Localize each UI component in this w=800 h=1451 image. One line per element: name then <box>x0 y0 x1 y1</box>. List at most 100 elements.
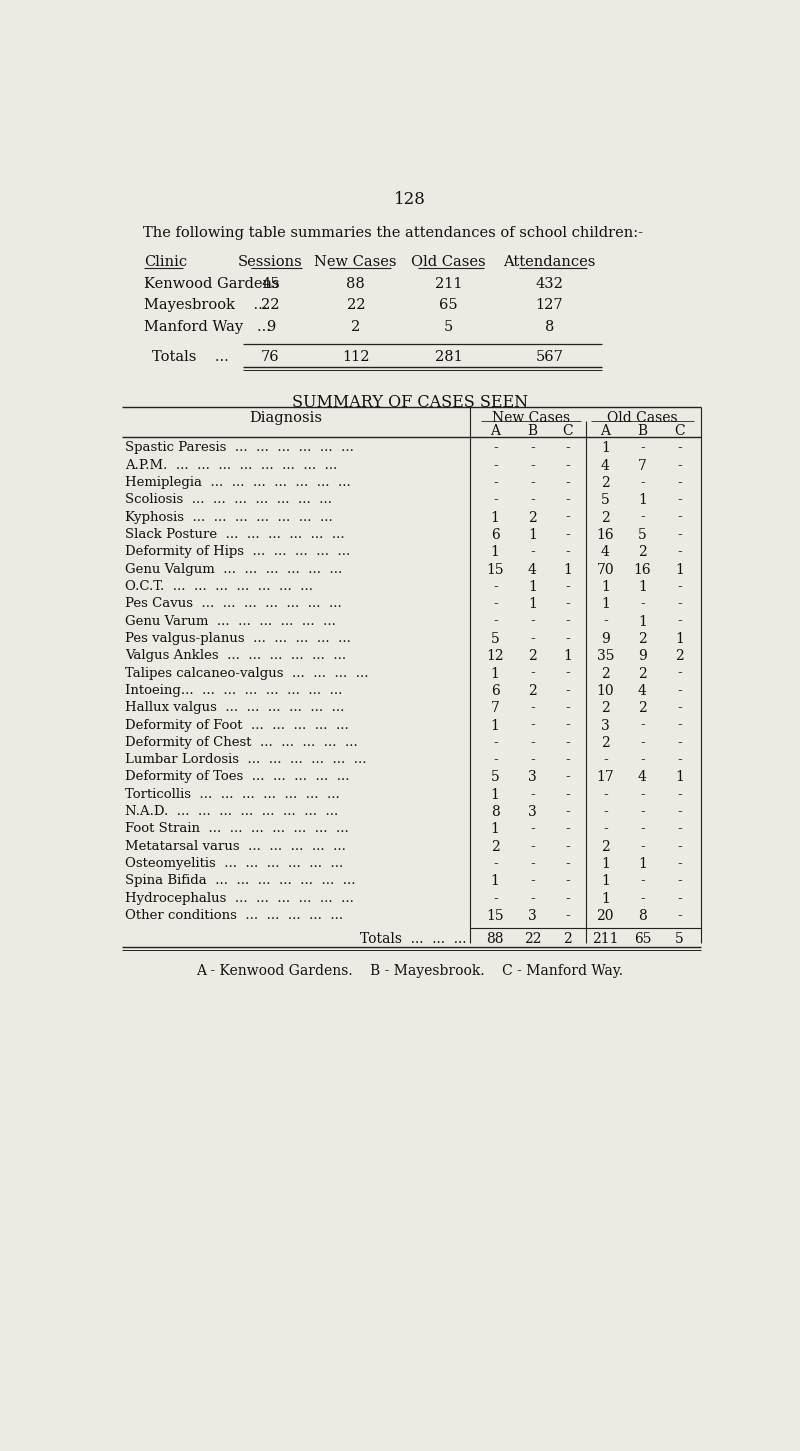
Text: 4: 4 <box>601 459 610 473</box>
Text: -: - <box>678 615 682 628</box>
Text: -: - <box>678 459 682 473</box>
Text: -: - <box>530 631 535 646</box>
Text: -: - <box>678 736 682 750</box>
Text: -: - <box>493 459 498 473</box>
Text: 128: 128 <box>394 192 426 207</box>
Text: 9: 9 <box>638 649 647 663</box>
Text: -: - <box>565 823 570 836</box>
Text: -: - <box>678 753 682 768</box>
Text: -: - <box>678 476 682 490</box>
Text: 1: 1 <box>601 892 610 905</box>
Text: A.P.M.  ...  ...  ...  ...  ...  ...  ...  ...: A.P.M. ... ... ... ... ... ... ... ... <box>125 459 337 472</box>
Text: -: - <box>565 441 570 456</box>
Text: 4: 4 <box>601 546 610 559</box>
Text: -: - <box>640 736 645 750</box>
Text: -: - <box>640 840 645 853</box>
Text: -: - <box>678 528 682 541</box>
Text: New Cases: New Cases <box>492 411 570 425</box>
Text: -: - <box>565 683 570 698</box>
Text: -: - <box>565 788 570 802</box>
Text: 2: 2 <box>601 701 610 715</box>
Text: 1: 1 <box>528 580 537 593</box>
Text: Totals  ...  ...  ...: Totals ... ... ... <box>360 932 466 946</box>
Text: 45: 45 <box>262 277 280 290</box>
Text: -: - <box>565 528 570 541</box>
Text: Spina Bifida  ...  ...  ...  ...  ...  ...  ...: Spina Bifida ... ... ... ... ... ... ... <box>125 875 355 888</box>
Text: 2: 2 <box>675 649 684 663</box>
Text: 4: 4 <box>638 683 647 698</box>
Text: 15: 15 <box>486 910 504 923</box>
Text: -: - <box>530 459 535 473</box>
Text: -: - <box>603 753 608 768</box>
Text: The following table summaries the attendances of school children:-: The following table summaries the attend… <box>142 226 642 241</box>
Text: 1: 1 <box>563 563 572 576</box>
Text: -: - <box>530 546 535 559</box>
Text: Old Cases: Old Cases <box>607 411 678 425</box>
Text: -: - <box>493 476 498 490</box>
Text: 1: 1 <box>528 598 537 611</box>
Text: -: - <box>530 858 535 871</box>
Text: -: - <box>530 476 535 490</box>
Text: -: - <box>640 598 645 611</box>
Text: 3: 3 <box>601 718 610 733</box>
Text: 1: 1 <box>638 615 647 628</box>
Text: Foot Strain  ...  ...  ...  ...  ...  ...  ...: Foot Strain ... ... ... ... ... ... ... <box>125 823 349 836</box>
Text: -: - <box>565 875 570 888</box>
Text: -: - <box>640 476 645 490</box>
Text: -: - <box>565 476 570 490</box>
Text: -: - <box>530 666 535 681</box>
Text: -: - <box>565 598 570 611</box>
Text: -: - <box>640 823 645 836</box>
Text: 22: 22 <box>262 297 280 312</box>
Text: 22: 22 <box>524 932 542 946</box>
Text: -: - <box>530 753 535 768</box>
Text: 4: 4 <box>638 770 647 785</box>
Text: 2: 2 <box>528 683 537 698</box>
Text: -: - <box>530 441 535 456</box>
Text: 1: 1 <box>675 770 684 785</box>
Text: 65: 65 <box>439 297 458 312</box>
Text: -: - <box>565 493 570 508</box>
Text: 2: 2 <box>563 932 572 946</box>
Text: 2: 2 <box>638 666 647 681</box>
Text: -: - <box>530 493 535 508</box>
Text: -: - <box>530 736 535 750</box>
Text: 2: 2 <box>491 840 500 853</box>
Text: Sessions: Sessions <box>238 255 303 268</box>
Text: 8: 8 <box>545 319 554 334</box>
Text: -: - <box>565 459 570 473</box>
Text: Old Cases: Old Cases <box>411 255 486 268</box>
Text: Clinic: Clinic <box>144 255 187 268</box>
Text: -: - <box>678 718 682 733</box>
Text: -: - <box>565 753 570 768</box>
Text: 1: 1 <box>601 858 610 871</box>
Text: 2: 2 <box>638 701 647 715</box>
Text: -: - <box>565 736 570 750</box>
Text: -: - <box>565 910 570 923</box>
Text: -: - <box>678 840 682 853</box>
Text: 5: 5 <box>491 631 500 646</box>
Text: 9: 9 <box>601 631 610 646</box>
Text: -: - <box>678 910 682 923</box>
Text: 5: 5 <box>491 770 500 785</box>
Text: -: - <box>678 892 682 905</box>
Text: -: - <box>565 580 570 593</box>
Text: 8: 8 <box>638 910 647 923</box>
Text: -: - <box>565 701 570 715</box>
Text: 5: 5 <box>444 319 454 334</box>
Text: Kyphosis  ...  ...  ...  ...  ...  ...  ...: Kyphosis ... ... ... ... ... ... ... <box>125 511 333 524</box>
Text: Hallux valgus  ...  ...  ...  ...  ...  ...: Hallux valgus ... ... ... ... ... ... <box>125 701 344 714</box>
Text: Deformity of Foot  ...  ...  ...  ...  ...: Deformity of Foot ... ... ... ... ... <box>125 718 349 731</box>
Text: -: - <box>565 805 570 820</box>
Text: 2: 2 <box>528 511 537 525</box>
Text: 1: 1 <box>491 823 500 836</box>
Text: 1: 1 <box>638 580 647 593</box>
Text: -: - <box>530 892 535 905</box>
Text: 8: 8 <box>491 805 500 820</box>
Text: Hydrocephalus  ...  ...  ...  ...  ...  ...: Hydrocephalus ... ... ... ... ... ... <box>125 892 354 905</box>
Text: Deformity of Chest  ...  ...  ...  ...  ...: Deformity of Chest ... ... ... ... ... <box>125 736 358 749</box>
Text: -: - <box>530 840 535 853</box>
Text: -: - <box>678 701 682 715</box>
Text: 15: 15 <box>486 563 504 576</box>
Text: -: - <box>565 666 570 681</box>
